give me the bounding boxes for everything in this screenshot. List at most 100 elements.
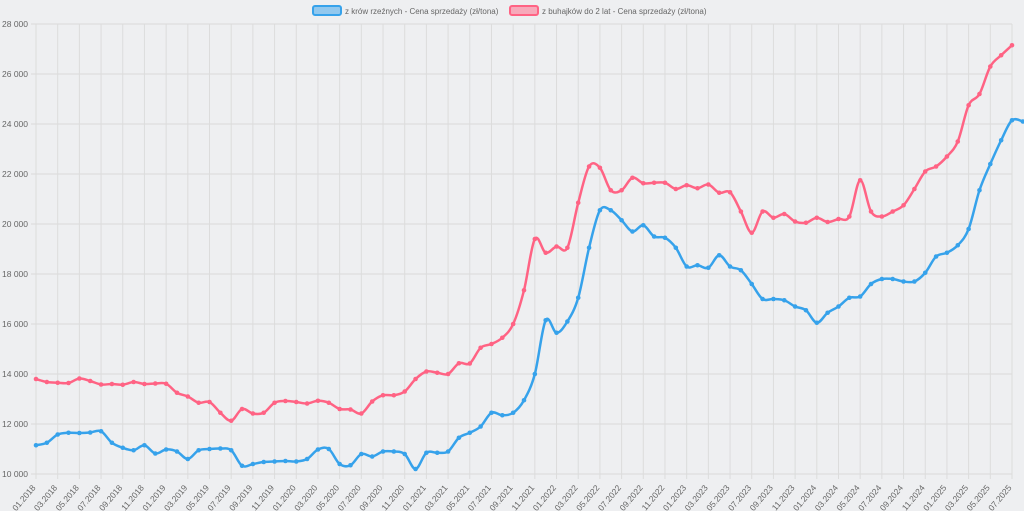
data-point[interactable]	[163, 381, 169, 387]
data-point[interactable]	[814, 320, 820, 326]
data-point[interactable]	[749, 230, 755, 236]
data-point[interactable]	[836, 216, 841, 222]
data-point[interactable]	[781, 297, 787, 303]
data-point[interactable]	[619, 187, 624, 193]
data-point[interactable]	[933, 254, 939, 259]
legend-swatch-bulls[interactable]	[509, 5, 539, 16]
data-point[interactable]	[434, 370, 440, 376]
data-point[interactable]	[651, 234, 657, 239]
data-point[interactable]	[955, 242, 961, 248]
data-point[interactable]	[424, 450, 429, 456]
data-point[interactable]	[792, 219, 798, 224]
data-point[interactable]	[250, 411, 256, 416]
data-point[interactable]	[489, 341, 494, 347]
data-point[interactable]	[977, 91, 982, 97]
data-point[interactable]	[44, 379, 50, 385]
data-point[interactable]	[261, 410, 267, 416]
data-point[interactable]	[597, 165, 603, 171]
data-point[interactable]	[445, 371, 451, 377]
data-point[interactable]	[586, 245, 592, 251]
data-point[interactable]	[684, 264, 689, 269]
data-point[interactable]	[695, 262, 700, 268]
data-point[interactable]	[261, 459, 267, 465]
data-point[interactable]	[879, 276, 885, 282]
data-point[interactable]	[532, 371, 538, 377]
data-point[interactable]	[218, 446, 223, 451]
data-point[interactable]	[1020, 119, 1024, 124]
data-point[interactable]	[890, 209, 896, 214]
data-point[interactable]	[868, 209, 874, 214]
data-point[interactable]	[673, 245, 679, 251]
data-point[interactable]	[348, 407, 353, 412]
data-point[interactable]	[575, 295, 581, 301]
data-point[interactable]	[174, 449, 180, 454]
data-point[interactable]	[847, 295, 852, 301]
data-point[interactable]	[456, 435, 462, 441]
data-point[interactable]	[630, 229, 635, 234]
data-point[interactable]	[467, 430, 473, 436]
data-point[interactable]	[120, 445, 126, 451]
data-point[interactable]	[55, 380, 60, 386]
data-point[interactable]	[152, 381, 158, 386]
data-point[interactable]	[196, 400, 201, 406]
data-point[interactable]	[727, 189, 733, 195]
data-point[interactable]	[738, 267, 744, 273]
data-point[interactable]	[803, 220, 809, 226]
data-point[interactable]	[359, 411, 364, 416]
data-point[interactable]	[608, 187, 614, 193]
data-point[interactable]	[695, 185, 700, 191]
data-point[interactable]	[478, 424, 483, 429]
data-point[interactable]	[131, 379, 136, 385]
data-point[interactable]	[348, 462, 353, 468]
data-point[interactable]	[359, 451, 364, 457]
data-point[interactable]	[77, 376, 82, 381]
legend-swatch-cows[interactable]	[312, 5, 342, 16]
data-point[interactable]	[402, 389, 408, 394]
data-point[interactable]	[803, 307, 809, 313]
data-point[interactable]	[218, 410, 223, 416]
data-point[interactable]	[55, 432, 60, 437]
data-point[interactable]	[369, 454, 375, 459]
data-point[interactable]	[142, 442, 147, 448]
data-point[interactable]	[109, 440, 115, 446]
data-point[interactable]	[66, 430, 71, 436]
data-point[interactable]	[44, 440, 50, 446]
data-point[interactable]	[554, 330, 559, 336]
data-point[interactable]	[87, 430, 93, 435]
data-point[interactable]	[662, 180, 668, 186]
data-point[interactable]	[727, 264, 733, 269]
data-point[interactable]	[283, 458, 288, 464]
data-point[interactable]	[337, 406, 342, 412]
data-point[interactable]	[228, 447, 234, 453]
data-point[interactable]	[510, 410, 516, 416]
data-point[interactable]	[413, 376, 418, 382]
data-point[interactable]	[510, 321, 516, 327]
data-point[interactable]	[500, 412, 505, 418]
data-point[interactable]	[944, 154, 950, 159]
legend-label-bulls[interactable]: z buhajków do 2 lat - Cena sprzedaży (zł…	[542, 7, 707, 16]
data-point[interactable]	[196, 447, 201, 453]
data-point[interactable]	[901, 202, 906, 208]
data-point[interactable]	[185, 394, 191, 399]
data-point[interactable]	[706, 265, 711, 271]
legend[interactable]: z krów rzeźnych - Cena sprzedaży (zł/ton…	[312, 5, 707, 16]
data-point[interactable]	[207, 446, 212, 452]
data-point[interactable]	[640, 180, 646, 186]
data-point[interactable]	[413, 466, 418, 472]
data-point[interactable]	[955, 139, 961, 144]
data-point[interactable]	[760, 296, 765, 302]
data-point[interactable]	[380, 392, 386, 398]
data-point[interactable]	[847, 214, 852, 219]
data-point[interactable]	[912, 279, 917, 284]
data-point[interactable]	[684, 182, 689, 188]
data-point[interactable]	[109, 381, 115, 387]
data-point[interactable]	[391, 449, 397, 454]
data-point[interactable]	[283, 398, 288, 404]
data-point[interactable]	[326, 400, 332, 406]
data-point[interactable]	[239, 463, 245, 469]
data-point[interactable]	[272, 400, 277, 406]
data-point[interactable]	[716, 190, 722, 196]
data-point[interactable]	[771, 215, 776, 221]
data-point[interactable]	[239, 406, 245, 412]
data-point[interactable]	[998, 52, 1004, 58]
